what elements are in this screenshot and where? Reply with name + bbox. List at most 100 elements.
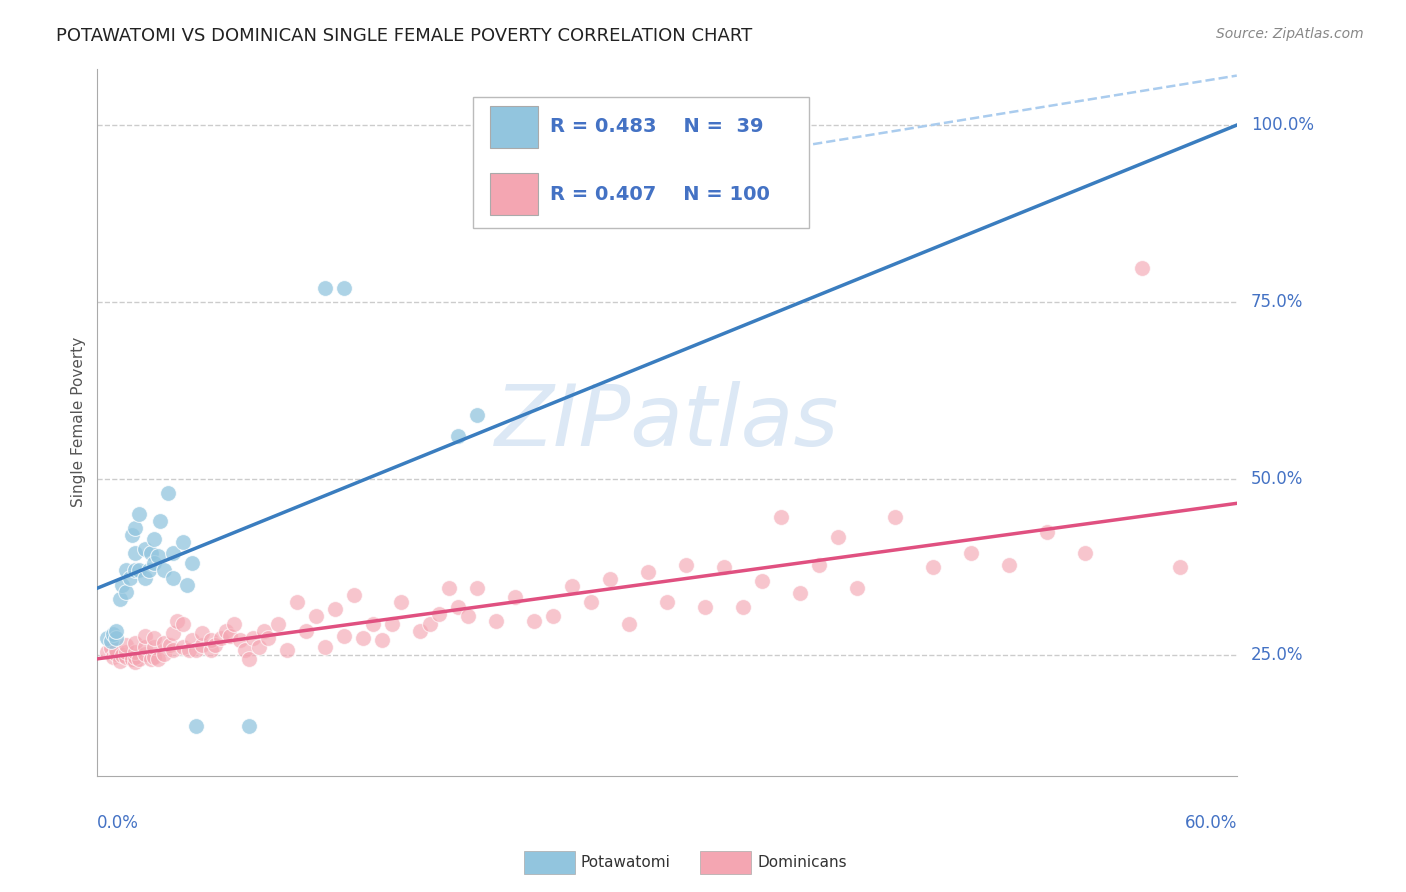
- Point: [361, 616, 384, 631]
- Point: [191, 638, 214, 652]
- Point: [333, 628, 356, 642]
- Text: ZIPatlas: ZIPatlas: [495, 381, 839, 464]
- Point: [143, 532, 166, 546]
- Point: [184, 719, 207, 733]
- FancyBboxPatch shape: [474, 97, 810, 227]
- Point: [352, 631, 374, 645]
- Point: [731, 600, 754, 615]
- Point: [276, 642, 298, 657]
- Point: [138, 564, 160, 578]
- Point: [134, 640, 156, 654]
- Point: [105, 647, 128, 661]
- Point: [409, 624, 432, 638]
- Point: [238, 719, 260, 733]
- Point: [159, 638, 181, 652]
- Point: [1130, 260, 1153, 275]
- Point: [998, 558, 1021, 572]
- Text: Potawatomi: Potawatomi: [581, 855, 671, 870]
- Point: [124, 564, 146, 578]
- Point: [285, 595, 308, 609]
- Text: Dominicans: Dominicans: [758, 855, 848, 870]
- Point: [105, 642, 128, 657]
- Text: 100.0%: 100.0%: [1251, 116, 1313, 134]
- Point: [114, 638, 136, 652]
- Point: [222, 616, 245, 631]
- Point: [960, 546, 983, 560]
- Text: 75.0%: 75.0%: [1251, 293, 1303, 310]
- Point: [146, 652, 169, 666]
- Point: [200, 642, 222, 657]
- Text: R = 0.407    N = 100: R = 0.407 N = 100: [550, 185, 769, 204]
- Point: [105, 624, 128, 638]
- Point: [637, 565, 659, 579]
- Point: [101, 627, 124, 641]
- Point: [105, 631, 128, 645]
- Point: [100, 641, 122, 656]
- Point: [162, 570, 184, 584]
- Point: [846, 581, 869, 595]
- Point: [100, 634, 122, 648]
- Point: [162, 642, 184, 657]
- Point: [769, 510, 792, 524]
- Point: [485, 615, 508, 629]
- Point: [114, 564, 136, 578]
- Point: [541, 609, 564, 624]
- Point: [118, 570, 141, 584]
- Point: [675, 558, 697, 572]
- Point: [149, 514, 172, 528]
- Point: [827, 530, 849, 544]
- Point: [235, 642, 257, 657]
- Point: [108, 591, 131, 606]
- Point: [111, 648, 134, 663]
- Point: [181, 632, 204, 647]
- Point: [789, 114, 811, 128]
- Point: [128, 564, 150, 578]
- Point: [447, 429, 470, 443]
- Point: [111, 577, 134, 591]
- Point: [101, 649, 124, 664]
- Point: [253, 624, 276, 638]
- Point: [419, 616, 441, 631]
- Point: [128, 507, 150, 521]
- Point: [1168, 560, 1191, 574]
- Point: [437, 581, 460, 595]
- Point: [184, 642, 207, 657]
- Point: [713, 560, 735, 574]
- Text: 60.0%: 60.0%: [1184, 814, 1237, 832]
- Point: [465, 408, 488, 422]
- Point: [751, 114, 773, 128]
- Point: [215, 624, 238, 638]
- Point: [153, 635, 176, 649]
- Point: [162, 546, 184, 560]
- Point: [200, 632, 222, 647]
- Point: [114, 645, 136, 659]
- Point: [655, 595, 678, 609]
- Text: R = 0.483    N =  39: R = 0.483 N = 39: [550, 117, 763, 136]
- Point: [143, 631, 166, 645]
- Point: [219, 628, 242, 642]
- Point: [124, 635, 146, 649]
- Point: [257, 631, 280, 645]
- Point: [371, 632, 394, 647]
- Point: [124, 546, 146, 560]
- Point: [457, 609, 479, 624]
- Point: [134, 647, 156, 661]
- Text: 0.0%: 0.0%: [97, 814, 139, 832]
- Point: [617, 616, 640, 631]
- Text: POTAWATOMI VS DOMINICAN SINGLE FEMALE POVERTY CORRELATION CHART: POTAWATOMI VS DOMINICAN SINGLE FEMALE PO…: [56, 27, 752, 45]
- Point: [579, 595, 602, 609]
- Point: [523, 615, 546, 629]
- Point: [96, 645, 118, 659]
- Point: [247, 640, 270, 654]
- Point: [305, 609, 328, 624]
- Point: [503, 591, 526, 605]
- Point: [693, 600, 716, 615]
- FancyBboxPatch shape: [491, 173, 538, 215]
- Point: [124, 656, 146, 670]
- Point: [139, 652, 162, 666]
- Point: [181, 557, 204, 571]
- Point: [561, 579, 583, 593]
- Point: [447, 600, 470, 615]
- Point: [295, 624, 318, 638]
- Point: [96, 631, 118, 645]
